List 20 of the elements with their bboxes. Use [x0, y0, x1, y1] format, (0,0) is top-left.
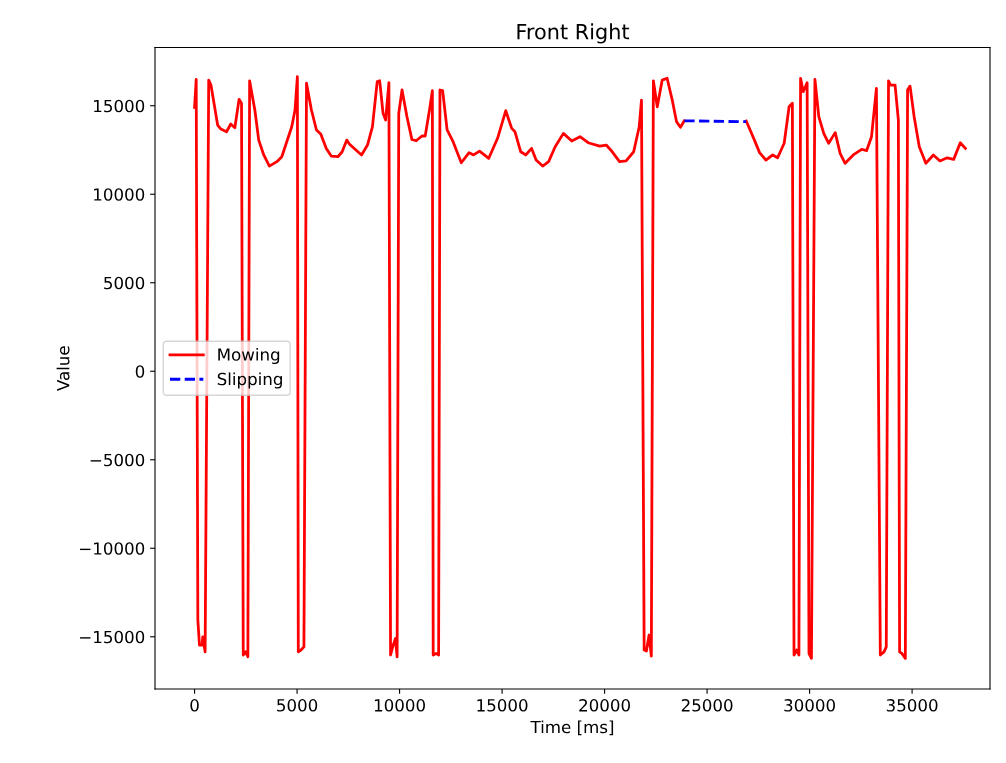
y-tick-label: 0 — [135, 365, 145, 378]
y-axis-title: Value — [56, 346, 70, 392]
x-tick-label: 15000 — [477, 699, 528, 712]
chart-title: Front Right — [517, 23, 630, 44]
y-tick-label: −15000 — [80, 630, 145, 644]
legend-label: Slipping — [217, 372, 282, 389]
y-tick-label: 10000 — [94, 188, 145, 201]
x-tick-label: 20000 — [579, 699, 630, 712]
x-tick-label: 5000 — [277, 699, 318, 712]
x-axis-title: Time [ms] — [530, 720, 614, 736]
y-tick-label: 5000 — [104, 276, 145, 290]
y-tick-label: −10000 — [80, 542, 145, 555]
y-tick-label: −5000 — [90, 453, 145, 467]
legend-label: Mowing — [218, 347, 280, 365]
x-tick-label: 25000 — [681, 699, 733, 712]
x-tick-label: 10000 — [374, 699, 425, 712]
x-tick-label: 0 — [190, 699, 199, 712]
x-tick-label: 30000 — [784, 699, 835, 712]
x-tick-label: 35000 — [886, 699, 938, 712]
y-tick-label: 15000 — [94, 99, 145, 113]
